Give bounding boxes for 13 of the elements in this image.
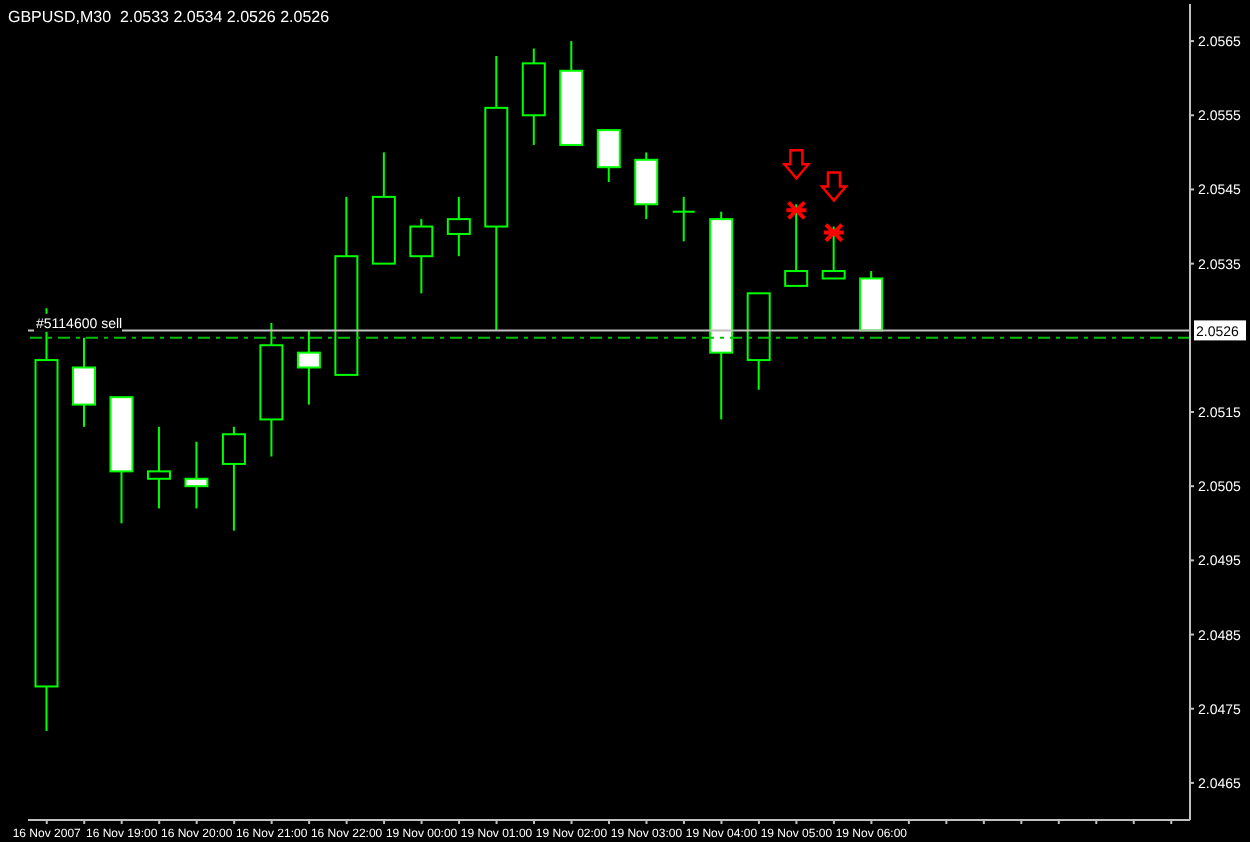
candlestick: [409, 218, 434, 295]
candlestick: [184, 440, 209, 510]
candlestick: [296, 329, 321, 406]
candlestick: [671, 195, 696, 243]
candlestick: [596, 129, 621, 184]
candlestick: [784, 203, 809, 287]
candlestick: [446, 195, 471, 258]
candlestick: [821, 225, 846, 280]
candlestick: [221, 425, 246, 532]
chart-title: GBPUSD,M30 2.0533 2.0534 2.0526 2.0526: [8, 8, 330, 26]
candlestick: [146, 425, 171, 510]
candlestick: [634, 151, 659, 221]
candlestick: [71, 336, 96, 428]
